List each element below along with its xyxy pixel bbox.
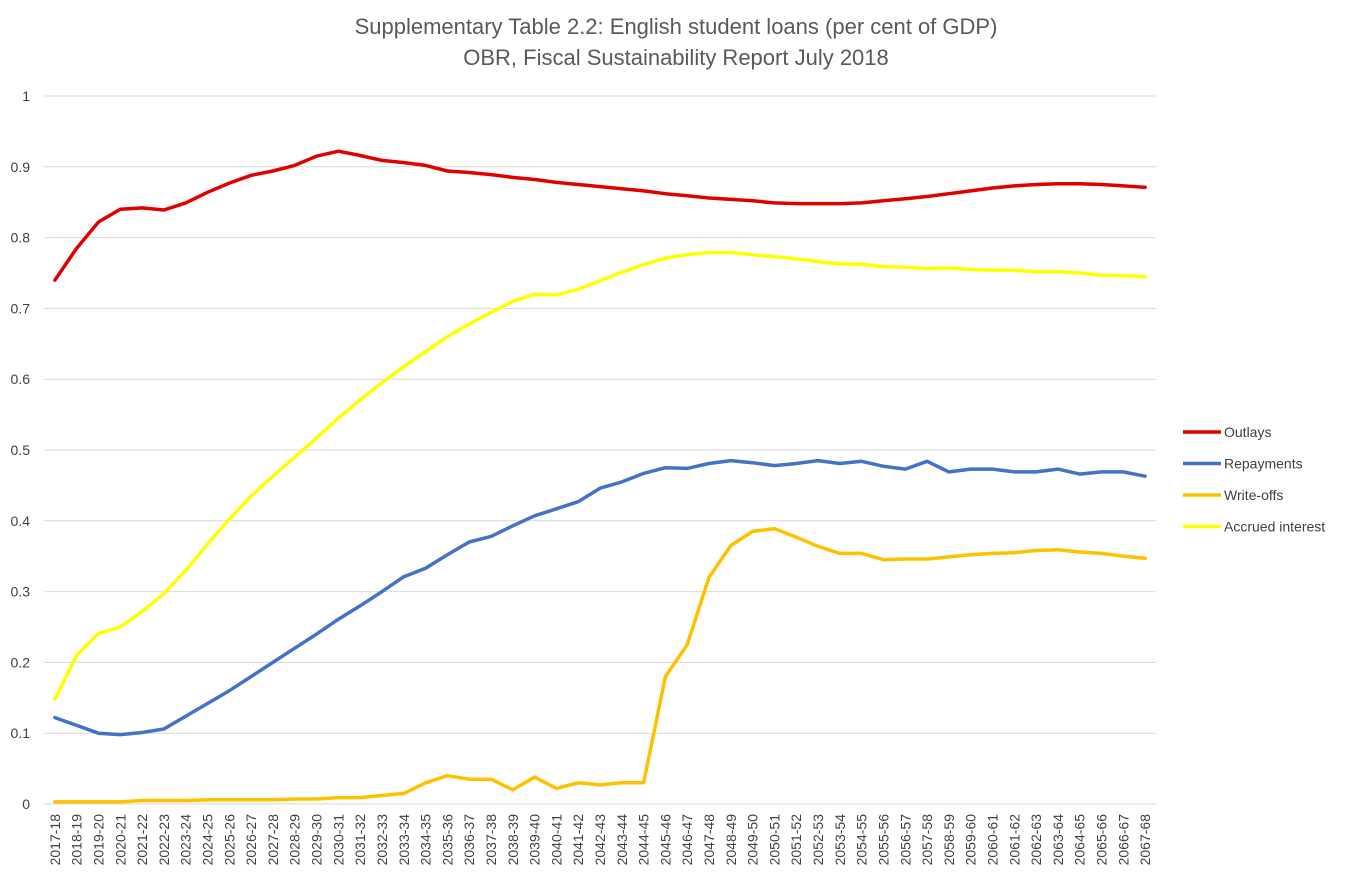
y-tick-label: 0.8	[11, 230, 31, 246]
x-axis-ticks: 2017-18 2018-19 2019-20 2020-21 2021-22 2022-…	[47, 814, 1153, 866]
x-tick-label: 2033-34	[396, 814, 412, 866]
series-lines	[53, 149, 1147, 804]
y-tick-label: 0.1	[11, 725, 31, 741]
x-tick-label: 2021-22	[134, 814, 150, 866]
x-tick-label: 2024-25	[200, 814, 216, 866]
x-tick-label: 2060-61	[984, 814, 1000, 866]
x-tick-label: 2029-30	[309, 814, 325, 866]
x-tick-label: 2026-27	[243, 814, 259, 866]
x-tick-label: 2061-62	[1006, 814, 1022, 866]
x-tick-label: 2037-38	[483, 814, 499, 866]
y-tick-label: 0.4	[11, 513, 31, 529]
x-tick-label: 2058-59	[941, 814, 957, 866]
x-tick-label: 2035-36	[439, 814, 455, 866]
x-tick-label: 2045-46	[657, 814, 673, 866]
legend-label: Write-offs	[1224, 487, 1283, 503]
x-tick-label: 2064-65	[1072, 814, 1088, 866]
x-tick-label: 2031-32	[352, 814, 368, 866]
chart-subtitle: OBR, Fiscal Sustainability Report July 2…	[463, 45, 889, 70]
x-tick-label: 2030-31	[330, 814, 346, 866]
x-tick-label: 2041-42	[570, 814, 586, 866]
x-tick-label: 2022-23	[156, 814, 172, 866]
x-tick-label: 2040-41	[548, 814, 564, 866]
x-tick-label: 2019-20	[91, 814, 107, 866]
legend: Outlays Repayments Write-offs Accrued inter…	[1183, 424, 1325, 535]
chart-title: Supplementary Table 2.2: English student…	[355, 14, 998, 39]
x-tick-label: 2059-60	[963, 814, 979, 866]
x-tick-label: 2028-29	[287, 814, 303, 866]
x-tick-label: 2017-18	[47, 814, 63, 866]
y-tick-label: 0.6	[11, 371, 31, 387]
x-tick-label: 2052-53	[810, 814, 826, 866]
x-tick-label: 2025-26	[221, 814, 237, 866]
x-tick-label: 2063-64	[1050, 814, 1066, 866]
gridlines	[44, 95, 1156, 805]
x-tick-label: 2018-19	[69, 814, 85, 866]
x-tick-label: 2047-48	[701, 814, 717, 866]
legend-label: Outlays	[1224, 424, 1271, 440]
x-tick-label: 2036-37	[461, 814, 477, 866]
x-tick-label: 2049-50	[745, 814, 761, 866]
series-line-repayments	[53, 458, 1147, 737]
x-tick-label: 2066-67	[1115, 814, 1131, 866]
x-tick-label: 2053-54	[832, 814, 848, 866]
x-tick-label: 2023-24	[178, 814, 194, 866]
x-tick-label: 2020-21	[112, 814, 128, 866]
x-tick-label: 2032-33	[374, 814, 390, 866]
x-tick-label: 2038-39	[505, 814, 521, 866]
y-axis-ticks: 0 0.1 0.2 0.3 0.4 0.5 0.6 0.7 0.8 0.9 1	[11, 88, 31, 812]
x-tick-label: 2055-56	[875, 814, 891, 866]
series-line-outlays	[53, 149, 1147, 282]
y-tick-label: 0.9	[11, 159, 31, 175]
legend-label: Repayments	[1224, 456, 1303, 472]
x-tick-label: 2034-35	[418, 814, 434, 866]
x-tick-label: 2056-57	[897, 814, 913, 866]
x-tick-label: 2027-28	[265, 814, 281, 866]
x-tick-label: 2039-40	[527, 814, 543, 866]
legend-label: Accrued interest	[1224, 519, 1325, 535]
x-tick-label: 2043-44	[614, 814, 630, 866]
y-tick-label: 0	[22, 796, 30, 812]
x-tick-label: 2054-55	[854, 814, 870, 866]
y-tick-label: 1	[22, 88, 30, 104]
x-tick-label: 2051-52	[788, 814, 804, 866]
x-tick-label: 2046-47	[679, 814, 695, 866]
x-tick-label: 2065-66	[1093, 814, 1109, 866]
x-tick-label: 2048-49	[723, 814, 739, 866]
x-tick-label: 2044-45	[636, 814, 652, 866]
y-tick-label: 0.2	[11, 654, 31, 670]
x-tick-label: 2050-51	[766, 814, 782, 866]
series-line-accrued-interest	[53, 250, 1147, 701]
x-tick-label: 2042-43	[592, 814, 608, 866]
y-tick-label: 0.3	[11, 584, 31, 600]
series-line-write-offs	[53, 526, 1147, 804]
x-tick-label: 2067-68	[1137, 814, 1153, 866]
x-tick-label: 2057-58	[919, 814, 935, 866]
y-tick-label: 0.7	[11, 300, 31, 316]
x-tick-label: 2062-63	[1028, 814, 1044, 866]
y-tick-label: 0.5	[11, 442, 31, 458]
